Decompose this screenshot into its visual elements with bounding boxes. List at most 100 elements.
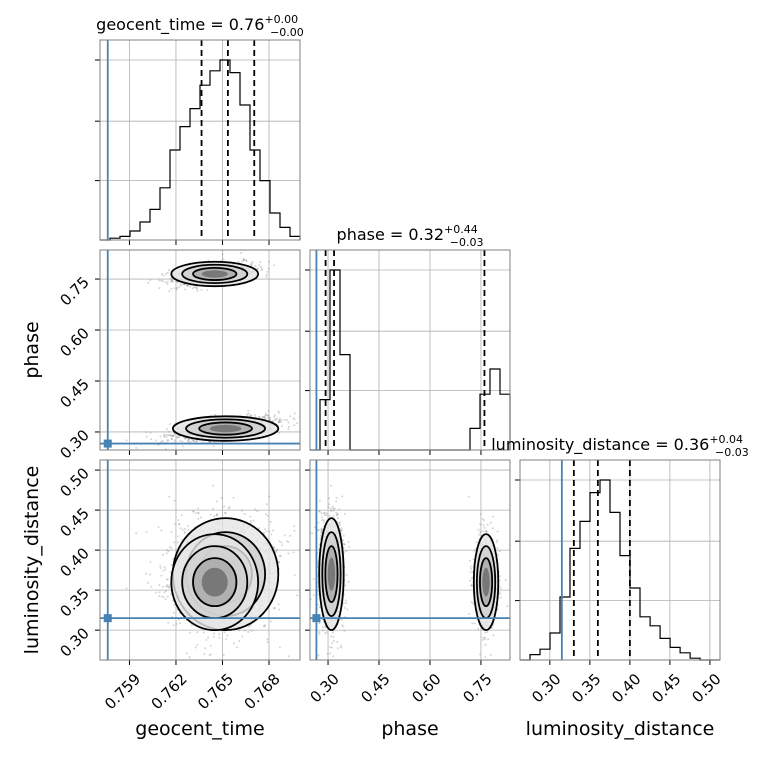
sample-point [243,258,246,261]
sample-point [277,431,280,434]
sample-point [157,526,160,529]
sample-point [479,513,482,516]
sample-point [293,573,296,576]
sample-point [250,262,253,265]
sample-point [332,635,335,638]
sample-point [173,434,176,437]
sample-point [168,586,170,589]
panel-geocent_time-hist: geocent_time = 0.76+0.00 −0.00 [95,13,304,245]
sample-point [253,414,256,416]
sample-point [235,646,238,649]
sample-point [277,603,280,606]
sample-point [162,274,165,277]
sample-point [252,519,255,522]
sample-point [335,496,338,499]
sample-point [170,279,173,282]
sample-point [184,437,187,440]
sample-point [172,434,175,437]
sample-point [170,563,173,566]
sample-point [274,419,277,422]
x-tick-label: 0.759 [101,670,144,713]
sample-point [192,439,195,442]
sample-point [268,419,271,421]
sample-point [178,523,181,526]
sample-point [247,409,250,412]
sample-point [318,633,321,636]
sample-point [260,266,262,269]
sample-point [158,287,161,290]
sample-point [145,435,148,438]
sample-point [264,412,267,415]
sample-point [269,418,272,421]
sample-point [183,437,186,440]
sample-point [173,439,176,442]
sample-point [249,515,252,518]
sample-point [197,512,200,515]
sample-point [193,286,196,289]
sample-point [293,412,296,415]
sample-point [168,433,171,436]
sample-point [161,585,164,588]
sample-point [281,425,283,427]
sample-point [167,550,170,553]
sample-point [187,438,190,441]
sample-point [268,495,271,498]
sample-point [317,521,320,524]
sample-point [278,420,280,423]
sample-point [280,419,283,422]
sample-point [189,440,192,443]
sample-point [167,439,170,442]
sample-point [264,414,267,417]
sample-point [259,261,262,264]
sample-point [344,513,346,515]
sample-point [277,410,280,413]
sample-point [283,418,286,421]
sample-point [232,496,235,499]
histogram-step [100,59,301,241]
sample-point [321,629,324,632]
sample-point [342,534,345,537]
density-fill [201,567,228,597]
sample-point [177,519,180,522]
sample-point [145,572,148,575]
sample-point [472,558,475,561]
sample-point [162,596,165,599]
sample-point [248,412,251,415]
sample-point [283,534,286,537]
sample-point [243,629,246,632]
x-tick-label: 0.765 [194,670,237,713]
sample-point [261,415,264,418]
sample-point [147,581,150,584]
sample-point [164,568,167,571]
y-tick-label: 0.40 [56,544,92,580]
sample-point [166,578,169,581]
sample-point [196,439,199,442]
sample-point [207,636,210,639]
sample-point [166,280,169,283]
panel-phase-vs-luminosity_distance: 0.30 0.45 0.60 0.75 [305,459,511,706]
sample-point [267,416,270,419]
sample-point [279,421,282,423]
sample-point [149,561,152,564]
sample-point [135,532,138,535]
sample-point [212,507,214,510]
sample-point [209,440,211,443]
sample-point [167,621,170,624]
sample-point [345,550,348,553]
sample-point [242,258,245,260]
panel-background [100,40,300,240]
sample-point [347,541,350,543]
sample-point [250,629,253,632]
sample-point [199,516,202,519]
sample-point [348,546,351,549]
sample-point [318,606,321,609]
sample-point [164,598,167,601]
sample-point [332,509,335,512]
sample-point [266,414,269,417]
sample-point [241,509,243,512]
sample-point [330,507,333,510]
sample-point [125,439,128,442]
sample-point [266,514,269,517]
sample-point [264,414,267,416]
sample-point [249,414,252,417]
